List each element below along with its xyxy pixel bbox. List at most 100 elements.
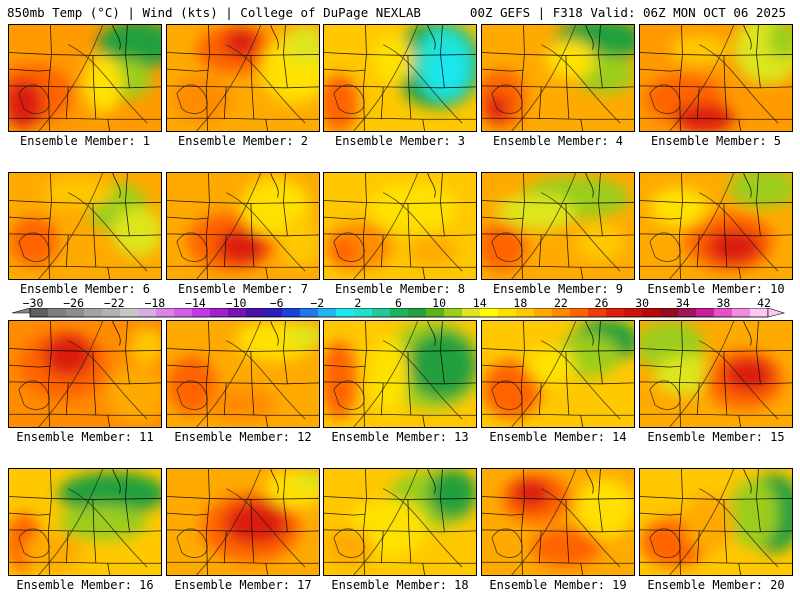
colorbar-swatch bbox=[66, 308, 85, 317]
ensemble-map-panel bbox=[481, 320, 635, 428]
colorbar-swatch bbox=[732, 308, 751, 317]
ensemble-member-label: Ensemble Member: 13 bbox=[331, 430, 469, 444]
colorbar-tick-label: −26 bbox=[63, 296, 84, 310]
ensemble-map-panel bbox=[8, 172, 162, 280]
colorbar-tick-label: −30 bbox=[22, 296, 44, 310]
ensemble-map-panel bbox=[639, 468, 793, 576]
ensemble-member-label: Ensemble Member: 19 bbox=[489, 578, 627, 592]
colorbar-tick-label: −6 bbox=[269, 296, 284, 310]
colorbar-tick-label: −2 bbox=[310, 296, 325, 310]
colorbar-swatch bbox=[84, 308, 103, 317]
colorbar-tick-label: −14 bbox=[185, 296, 206, 310]
colorbar-swatch bbox=[498, 308, 517, 317]
ensemble-map-panel bbox=[166, 468, 320, 576]
ensemble-member-label: Ensemble Member: 6 bbox=[19, 282, 151, 296]
ensemble-member-label: Ensemble Member: 18 bbox=[331, 578, 469, 592]
colorbar-tick-label: 22 bbox=[554, 296, 568, 310]
colorbar-tick-label: 6 bbox=[395, 296, 402, 310]
ensemble-member-label: Ensemble Member: 7 bbox=[177, 282, 309, 296]
ensemble-map-panel bbox=[323, 24, 477, 132]
colorbar-swatch bbox=[552, 308, 571, 317]
colorbar-swatch bbox=[570, 308, 589, 317]
colorbar-swatch bbox=[408, 308, 427, 317]
colorbar-swatch bbox=[210, 308, 229, 317]
colorbar-swatch bbox=[282, 308, 301, 317]
colorbar-swatch bbox=[318, 308, 337, 317]
colorbar-swatch bbox=[228, 308, 247, 317]
colorbar-right-arrow bbox=[767, 308, 786, 318]
colorbar-tick-label: 2 bbox=[354, 296, 362, 310]
colorbar-swatch bbox=[606, 308, 625, 317]
ensemble-map-panel bbox=[166, 320, 320, 428]
colorbar-swatch bbox=[246, 308, 265, 317]
ensemble-map-panel bbox=[639, 320, 793, 428]
temperature-colorbar: −30 −26 −22 −18 −14 −10 −6 −2 2 6 10 14 18 22 26 30 34 38… bbox=[0, 296, 800, 320]
colorbar-swatch bbox=[642, 308, 661, 317]
ensemble-map-panel bbox=[481, 468, 635, 576]
colorbar-left-arrow bbox=[11, 308, 31, 314]
ensemble-map-panel bbox=[323, 320, 477, 428]
ensemble-map-panel bbox=[166, 24, 320, 132]
colorbar-tick-label: −22 bbox=[103, 296, 125, 310]
colorbar-swatch bbox=[426, 308, 445, 317]
ensemble-member-label: Ensemble Member: 12 bbox=[174, 430, 312, 444]
ensemble-member-label: Ensemble Member: 15 bbox=[647, 430, 785, 444]
ensemble-member-label: Ensemble Member: 4 bbox=[492, 134, 624, 148]
colorbar-tick-label: 18 bbox=[513, 296, 528, 310]
ensemble-member-label: Ensemble Member: 9 bbox=[492, 282, 624, 296]
colorbar-tick-label: 34 bbox=[675, 296, 690, 310]
ensemble-map-panel bbox=[166, 172, 320, 280]
colorbar-swatch bbox=[750, 308, 769, 317]
colorbar-swatch bbox=[714, 308, 733, 317]
ensemble-member-label: Ensemble Member: 8 bbox=[334, 282, 466, 296]
colorbar-tick-label: 42 bbox=[757, 296, 771, 310]
colorbar-swatch bbox=[30, 308, 49, 317]
ensemble-member-label: Ensemble Member: 17 bbox=[174, 578, 312, 592]
colorbar-swatch bbox=[678, 308, 697, 317]
colorbar-swatch bbox=[264, 308, 283, 317]
ensemble-member-label: Ensemble Member: 16 bbox=[16, 578, 154, 592]
ensemble-map-panel bbox=[481, 172, 635, 280]
colorbar-tick-label: −18 bbox=[144, 296, 166, 310]
colorbar-swatch bbox=[624, 308, 643, 317]
colorbar-swatch bbox=[660, 308, 679, 317]
colorbar-tick-label: 38 bbox=[716, 296, 731, 310]
colorbar-swatch bbox=[102, 308, 121, 317]
colorbar-swatch bbox=[300, 308, 319, 317]
map-title: 850mb Temp (°C) | Wind (kts) | College o… bbox=[7, 5, 421, 20]
ensemble-map-panel bbox=[639, 172, 793, 280]
colorbar-strip bbox=[11, 308, 786, 318]
colorbar-swatch bbox=[534, 308, 553, 317]
ensemble-map-panel bbox=[8, 468, 162, 576]
ensemble-map-panel bbox=[323, 468, 477, 576]
ensemble-member-label: Ensemble Member: 3 bbox=[334, 134, 466, 148]
ensemble-member-label: Ensemble Member: 2 bbox=[177, 134, 309, 148]
colorbar-tick-label: 30 bbox=[635, 296, 650, 310]
colorbar-swatch bbox=[462, 308, 481, 317]
ensemble-map-panel bbox=[323, 172, 477, 280]
colorbar-swatch bbox=[120, 308, 139, 317]
colorbar-swatch bbox=[48, 308, 67, 317]
ensemble-map-panel bbox=[8, 24, 162, 132]
ensemble-map-panel bbox=[639, 24, 793, 132]
colorbar-swatch bbox=[372, 308, 391, 317]
ensemble-member-label: Ensemble Member: 10 bbox=[647, 282, 785, 296]
colorbar-tick-label: 14 bbox=[472, 296, 487, 310]
colorbar-tick-labels: −30 −26 −22 −18 −14 −10 −6 −2 2 6 10 14 18 22 26 30 34 38… bbox=[0, 296, 800, 310]
ensemble-map-panel bbox=[8, 320, 162, 428]
ensemble-member-label: Ensemble Member: 1 bbox=[19, 134, 151, 148]
ensemble-member-label: Ensemble Member: 20 bbox=[647, 578, 785, 592]
colorbar-swatch bbox=[588, 308, 607, 317]
colorbar-swatch bbox=[390, 308, 409, 317]
ensemble-map-panel bbox=[481, 24, 635, 132]
ensemble-member-label: Ensemble Member: 14 bbox=[489, 430, 627, 444]
colorbar-swatch bbox=[156, 308, 175, 317]
colorbar-swatch bbox=[138, 308, 157, 317]
ensemble-member-label: Ensemble Member: 11 bbox=[16, 430, 154, 444]
colorbar-swatch bbox=[192, 308, 211, 317]
colorbar-swatch bbox=[336, 308, 355, 317]
colorbar-swatch bbox=[354, 308, 373, 317]
colorbar-swatch bbox=[444, 308, 463, 317]
colorbar-swatch bbox=[480, 308, 499, 317]
colorbar-swatch bbox=[696, 308, 715, 317]
